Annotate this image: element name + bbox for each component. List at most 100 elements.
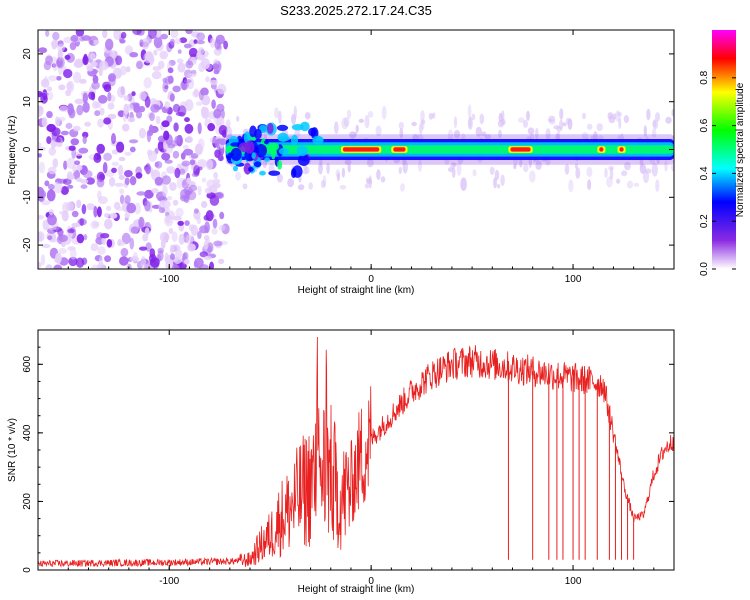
noise-speckle (61, 210, 69, 222)
signal-blob (297, 154, 310, 166)
noise-speckle (97, 118, 104, 128)
faint-speckle (646, 108, 651, 121)
noise-speckle (63, 160, 68, 170)
faint-speckle (529, 170, 536, 183)
faint-speckle (598, 135, 604, 140)
faint-speckle (519, 158, 523, 168)
noise-speckle (102, 162, 108, 174)
noise-speckle (44, 180, 50, 187)
signal-blob (233, 165, 238, 172)
noise-speckle (57, 43, 66, 52)
noise-speckle (68, 256, 78, 267)
noise-speckle (186, 177, 192, 184)
faint-speckle (654, 112, 661, 122)
noise-speckle (179, 37, 188, 44)
faint-speckle (513, 163, 517, 170)
noise-speckle (53, 181, 63, 194)
snr-frame (37, 329, 675, 571)
faint-speckle (344, 159, 352, 166)
noise-speckle (68, 108, 76, 119)
spectrogram-x-axis-title: Height of straight line (km) (298, 285, 415, 296)
noise-speckle (164, 101, 170, 109)
faint-speckle (343, 117, 350, 127)
noise-speckle (167, 67, 174, 74)
noise-speckle (117, 241, 127, 246)
noise-speckle (45, 264, 53, 269)
noise-speckle (212, 178, 221, 184)
signal-blob (312, 135, 324, 145)
noise-speckle (189, 159, 196, 166)
faint-speckle (479, 113, 485, 125)
noise-speckle (60, 186, 69, 195)
noise-speckle (111, 167, 117, 173)
noise-speckle (117, 164, 124, 177)
faint-speckle (498, 129, 502, 139)
noise-speckle (79, 78, 87, 84)
signal-blob (277, 132, 289, 142)
faint-speckle (400, 183, 405, 192)
faint-speckle (523, 119, 528, 128)
noise-speckle (92, 100, 99, 109)
faint-speckle (535, 127, 539, 140)
noise-speckle (199, 251, 208, 258)
noise-speckle (172, 215, 182, 221)
noise-speckle (126, 263, 132, 269)
noise-speckle (138, 246, 148, 251)
noise-speckle (153, 104, 160, 110)
noise-speckle (90, 61, 98, 67)
noise-speckle (52, 31, 60, 41)
noise-speckle (56, 56, 65, 69)
faint-speckle (341, 167, 346, 178)
noise-speckle (211, 99, 216, 109)
y-tick-label: -20 (22, 237, 33, 252)
noise-speckle (164, 252, 169, 261)
faint-speckle (587, 179, 592, 191)
noise-speckle (44, 75, 48, 85)
noise-speckle (46, 111, 53, 119)
noise-speckle (52, 158, 59, 169)
noise-speckle (203, 235, 210, 241)
noise-speckle (177, 49, 182, 54)
signal-blob (251, 152, 256, 159)
noise-speckle (82, 92, 89, 104)
noise-speckle (203, 255, 212, 261)
noise-speckle (58, 247, 67, 255)
faint-speckle (548, 115, 556, 123)
noise-speckle (99, 107, 105, 116)
colorbar-tick-label: 0.4 (699, 166, 710, 180)
faint-speckle (586, 123, 593, 130)
noise-speckle (167, 143, 176, 149)
noise-speckle (179, 168, 186, 175)
noise-speckle (171, 231, 178, 243)
noise-speckle (69, 248, 77, 260)
noise-speckle (38, 161, 46, 174)
noise-speckle (212, 218, 218, 229)
noise-speckle (38, 232, 43, 242)
signal-blob (259, 170, 266, 176)
noise-speckle (90, 243, 99, 252)
faint-speckle (547, 118, 552, 123)
noise-speckle (40, 254, 46, 266)
noise-speckle (207, 123, 216, 132)
noise-speckle (93, 205, 98, 218)
noise-speckle (122, 111, 128, 123)
noise-speckle (175, 207, 184, 218)
noise-speckle (213, 108, 222, 119)
noise-speckle (197, 159, 208, 169)
faint-speckle (235, 171, 242, 181)
noise-speckle (120, 247, 129, 257)
spectrogram-marks (38, 30, 674, 269)
noise-speckle (72, 164, 77, 173)
noise-speckle (64, 54, 71, 60)
faint-speckle (655, 179, 660, 192)
noise-speckle (184, 220, 190, 226)
noise-speckle (170, 38, 175, 46)
noise-speckle (187, 73, 197, 78)
noise-speckle (125, 66, 131, 73)
noise-speckle (147, 150, 158, 162)
noise-speckle (214, 149, 221, 158)
noise-speckle (114, 182, 124, 187)
snr-axes: -100 0 100 0 200 400 600 (22, 329, 675, 587)
noise-speckle (193, 88, 199, 97)
noise-speckle (169, 93, 175, 102)
